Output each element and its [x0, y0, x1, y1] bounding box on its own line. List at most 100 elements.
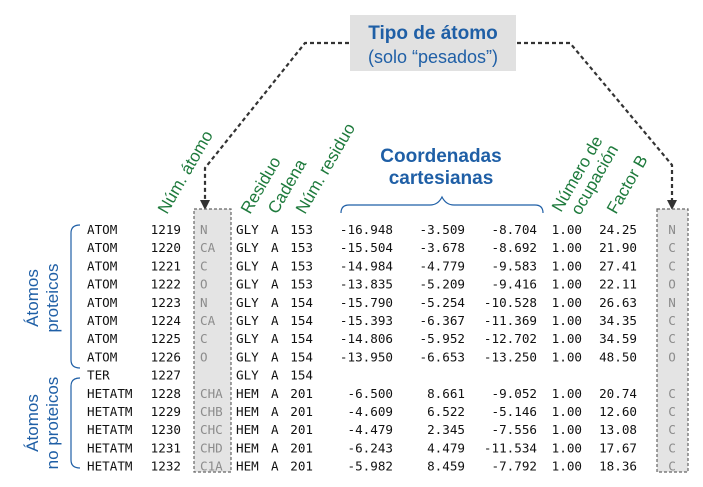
- element-symbol: O: [668, 349, 676, 364]
- title-box: [350, 15, 516, 71]
- coord-x: -15.790: [340, 295, 393, 310]
- table-row: ATOM 1219 N GLY A 153 -16.948 -3.509 -8.704 1.00 2…: [87, 222, 676, 237]
- occupancy: 1.00: [552, 295, 582, 310]
- occupancy: 1.00: [552, 277, 582, 292]
- element-symbol: C: [668, 258, 676, 273]
- protein-group-label-line-1: Átomos: [23, 269, 42, 327]
- occupancy: 1.00: [552, 240, 582, 255]
- coord-x: -4.609: [348, 404, 394, 419]
- coord-y: -3.678: [420, 240, 466, 255]
- element-column-box: [656, 208, 689, 473]
- atom-serial: 1225: [151, 331, 181, 346]
- residue-name: GLY: [236, 295, 259, 310]
- element-symbol: C: [668, 422, 676, 437]
- chain-id: A: [271, 277, 279, 292]
- residue-name: GLY: [236, 349, 259, 364]
- coord-z: -5.146: [492, 404, 538, 419]
- coord-z: -7.556: [492, 422, 538, 437]
- coord-y: 4.479: [427, 440, 465, 455]
- residue-number: 153: [290, 240, 313, 255]
- residue-name: HEM: [236, 440, 259, 455]
- b-factor: 12.60: [599, 404, 637, 419]
- element-symbol: C: [668, 440, 676, 455]
- residue-name: GLY: [236, 258, 259, 273]
- atom-serial: 1221: [151, 258, 181, 273]
- coord-y: 8.661: [427, 386, 465, 401]
- residue-number: 154: [290, 313, 313, 328]
- chain-id: A: [271, 295, 279, 310]
- element-symbol: C: [668, 313, 676, 328]
- coord-x: -6.500: [348, 386, 394, 401]
- occupancy: 1.00: [552, 440, 582, 455]
- residue-number: 153: [290, 222, 313, 237]
- protein-group-label-line-2: proteicos: [43, 264, 62, 333]
- coord-x: -14.806: [340, 331, 393, 346]
- record-type: TER: [87, 368, 110, 383]
- occupancy: 1.00: [552, 386, 582, 401]
- coord-y: 2.345: [427, 422, 465, 437]
- atom-serial: 1231: [151, 440, 181, 455]
- coord-z: -8.704: [492, 222, 538, 237]
- table-row: ATOM 1225 C GLY A 154 -14.806 -5.952 -12.702 1.00…: [87, 331, 676, 346]
- atom-serial: 1226: [151, 349, 181, 364]
- record-type: ATOM: [87, 240, 118, 255]
- occupancy: 1.00: [552, 404, 582, 419]
- atom-name: N: [200, 222, 208, 237]
- element-symbol: C: [668, 331, 676, 346]
- coordinates-label-line-2: cartesianas: [389, 168, 494, 189]
- nonprotein-group-label-line-2: no proteicos: [43, 377, 62, 470]
- atom-name: CA: [200, 313, 216, 328]
- record-type: ATOM: [87, 349, 118, 364]
- atom-name: CHA: [200, 386, 223, 401]
- coord-y: -5.209: [420, 277, 466, 292]
- coord-x: -13.950: [340, 349, 393, 364]
- element-symbol: N: [668, 295, 676, 310]
- coord-y: -5.952: [420, 331, 466, 346]
- record-type: HETATM: [87, 440, 133, 455]
- residue-number: 154: [290, 349, 313, 364]
- coord-y: -4.779: [420, 258, 466, 273]
- residue-number: 153: [290, 258, 313, 273]
- record-type: HETATM: [87, 386, 133, 401]
- residue-number: 201: [290, 386, 313, 401]
- b-factor: 34.59: [599, 331, 637, 346]
- record-type: ATOM: [87, 313, 118, 328]
- coord-x: -6.243: [348, 440, 394, 455]
- residue-name: GLY: [236, 313, 259, 328]
- record-type: ATOM: [87, 258, 118, 273]
- atom-name: CA: [200, 240, 216, 255]
- atom-name: O: [200, 349, 208, 364]
- table-row: HETATM 1230 CHC HEM A 201 -4.479 2.345 -7.556 1.0…: [87, 422, 676, 437]
- residue-name: GLY: [236, 331, 259, 346]
- residue-name: GLY: [236, 222, 259, 237]
- table-row: HETATM 1228 CHA HEM A 201 -6.500 8.661 -9.052 1.0…: [87, 386, 676, 401]
- b-factor: 17.67: [599, 440, 637, 455]
- atom-serial: 1230: [151, 422, 181, 437]
- b-factor: 27.41: [599, 258, 637, 273]
- record-type: HETATM: [87, 422, 133, 437]
- atom-name: O: [200, 277, 208, 292]
- element-symbol: C: [668, 404, 676, 419]
- coord-x: -5.982: [348, 459, 394, 474]
- atom-serial: 1232: [151, 459, 181, 474]
- atom-name: CHD: [200, 440, 223, 455]
- coord-z: -9.583: [492, 258, 538, 273]
- chain-id: A: [271, 240, 279, 255]
- residue-name: GLY: [236, 240, 259, 255]
- residue-number: 154: [290, 331, 313, 346]
- occupancy: 1.00: [552, 459, 582, 474]
- residue-number: 154: [290, 295, 313, 310]
- record-type: HETATM: [87, 459, 133, 474]
- coord-z: -13.250: [484, 349, 537, 364]
- coord-y: -6.653: [420, 349, 466, 364]
- atom-serial: 1223: [151, 295, 181, 310]
- atom-name: C: [200, 331, 208, 346]
- atom-name-column-box: [193, 208, 232, 473]
- b-factor: 13.08: [599, 422, 637, 437]
- coordinates-label-line-1: Coordenadas: [380, 146, 501, 167]
- occupancy: 1.00: [552, 349, 582, 364]
- chain-id: A: [271, 386, 279, 401]
- coord-z: -12.702: [484, 331, 537, 346]
- residue-name: HEM: [236, 459, 259, 474]
- table-row: ATOM 1226 O GLY A 154 -13.950 -6.653 -13.250 1.00…: [87, 349, 676, 364]
